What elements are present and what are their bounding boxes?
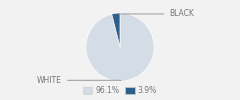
Wedge shape bbox=[86, 13, 154, 81]
Legend: 96.1%, 3.9%: 96.1%, 3.9% bbox=[80, 83, 160, 98]
Text: BLACK: BLACK bbox=[119, 9, 194, 18]
Wedge shape bbox=[112, 13, 120, 47]
Text: WHITE: WHITE bbox=[37, 76, 121, 85]
